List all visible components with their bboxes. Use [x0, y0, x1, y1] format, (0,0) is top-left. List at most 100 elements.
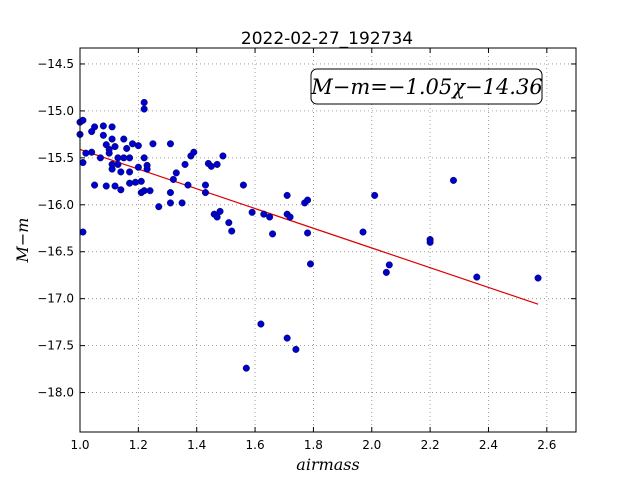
data-point: [120, 135, 128, 143]
data-point: [260, 210, 268, 218]
data-point: [105, 149, 113, 157]
data-point: [292, 345, 300, 353]
data-point: [306, 260, 314, 268]
data-point: [143, 165, 151, 173]
data-point: [242, 364, 250, 372]
plot-frame: [79, 47, 577, 433]
data-point: [111, 143, 119, 151]
data-point: [178, 199, 186, 207]
data-point: [126, 154, 134, 162]
plot-area: [80, 48, 576, 432]
data-point: [534, 274, 542, 282]
data-point: [219, 152, 227, 160]
data-point: [201, 181, 209, 189]
fit-line: [79, 148, 539, 305]
data-point: [91, 181, 99, 189]
data-point: [102, 182, 110, 190]
data-point: [79, 228, 87, 236]
data-point: [126, 179, 134, 187]
data-point: [225, 219, 233, 227]
y-tick-label: −15.0: [37, 104, 74, 118]
y-tick-label: −17.0: [37, 292, 74, 306]
x-tick-label: 1.2: [129, 438, 148, 452]
data-point: [201, 189, 209, 197]
data-point: [385, 261, 393, 269]
y-tick-label: −15.5: [37, 151, 74, 165]
data-point: [117, 168, 125, 176]
data-point: [96, 154, 104, 162]
data-point: [140, 98, 148, 106]
y-tick-label: −16.0: [37, 198, 74, 212]
data-point: [140, 154, 148, 162]
data-point: [286, 213, 294, 221]
data-points: [76, 98, 542, 372]
data-point: [228, 227, 236, 235]
x-tick-label: 2.4: [479, 438, 498, 452]
data-point: [359, 228, 367, 236]
data-point: [213, 213, 221, 221]
data-point: [108, 123, 116, 131]
data-point: [88, 148, 96, 156]
y-tick-label: −14.5: [37, 57, 74, 71]
data-point: [166, 189, 174, 197]
data-point: [304, 229, 312, 237]
data-point: [172, 169, 180, 177]
data-point: [149, 140, 157, 148]
data-point: [91, 123, 99, 131]
data-point: [269, 230, 277, 238]
data-point: [166, 140, 174, 148]
data-point: [304, 196, 312, 204]
data-point: [140, 187, 148, 195]
data-point: [266, 213, 274, 221]
data-point: [111, 182, 119, 190]
y-tick-labels: −14.5 −15.0 −15.5 −16.0 −16.5 −17.0 −17.5 −18.0: [37, 57, 74, 400]
x-tick-label: 2.0: [362, 438, 381, 452]
data-point: [99, 122, 107, 130]
data-point: [134, 142, 142, 150]
data-point: [184, 181, 192, 189]
data-point: [120, 154, 128, 162]
equation-box: [310, 68, 543, 105]
data-point: [166, 199, 174, 207]
data-point: [213, 160, 221, 168]
data-point: [248, 208, 256, 216]
equation-annotation: M−m=−1.05χ−14.36: [310, 68, 543, 105]
data-point: [114, 160, 122, 168]
data-point: [137, 177, 145, 185]
data-point: [382, 268, 390, 276]
data-point: [207, 162, 215, 170]
data-point: [134, 163, 142, 171]
x-tick-label: 2.6: [537, 438, 556, 452]
x-tick-label: 1.0: [70, 438, 89, 452]
chart-title: 2022-02-27_192734: [241, 29, 413, 49]
data-point: [108, 135, 116, 143]
y-tick-label: −18.0: [37, 386, 74, 400]
x-tick-label: 1.8: [304, 438, 323, 452]
data-point: [108, 165, 116, 173]
x-tick-label: 2.2: [421, 438, 440, 452]
data-point: [239, 181, 247, 189]
data-point: [181, 160, 189, 168]
data-point: [449, 176, 457, 184]
fit-line-group: [79, 148, 539, 305]
y-tick-label: −17.5: [37, 339, 74, 353]
data-point: [283, 191, 291, 199]
data-point: [257, 320, 265, 328]
data-point: [473, 273, 481, 281]
y-tick-label: −16.5: [37, 245, 74, 259]
x-tick-label: 1.4: [187, 438, 206, 452]
x-tick-label: 1.6: [246, 438, 265, 452]
data-point: [283, 334, 291, 342]
data-point: [371, 191, 379, 199]
data-point: [131, 178, 139, 186]
data-point: [79, 159, 87, 167]
data-point: [129, 140, 137, 148]
data-point: [82, 149, 90, 157]
data-point: [426, 238, 434, 246]
grid: [79, 48, 576, 432]
data-point: [169, 175, 177, 183]
data-point: [126, 168, 134, 176]
x-axis-label: airmass: [296, 455, 359, 474]
data-point: [117, 186, 125, 194]
